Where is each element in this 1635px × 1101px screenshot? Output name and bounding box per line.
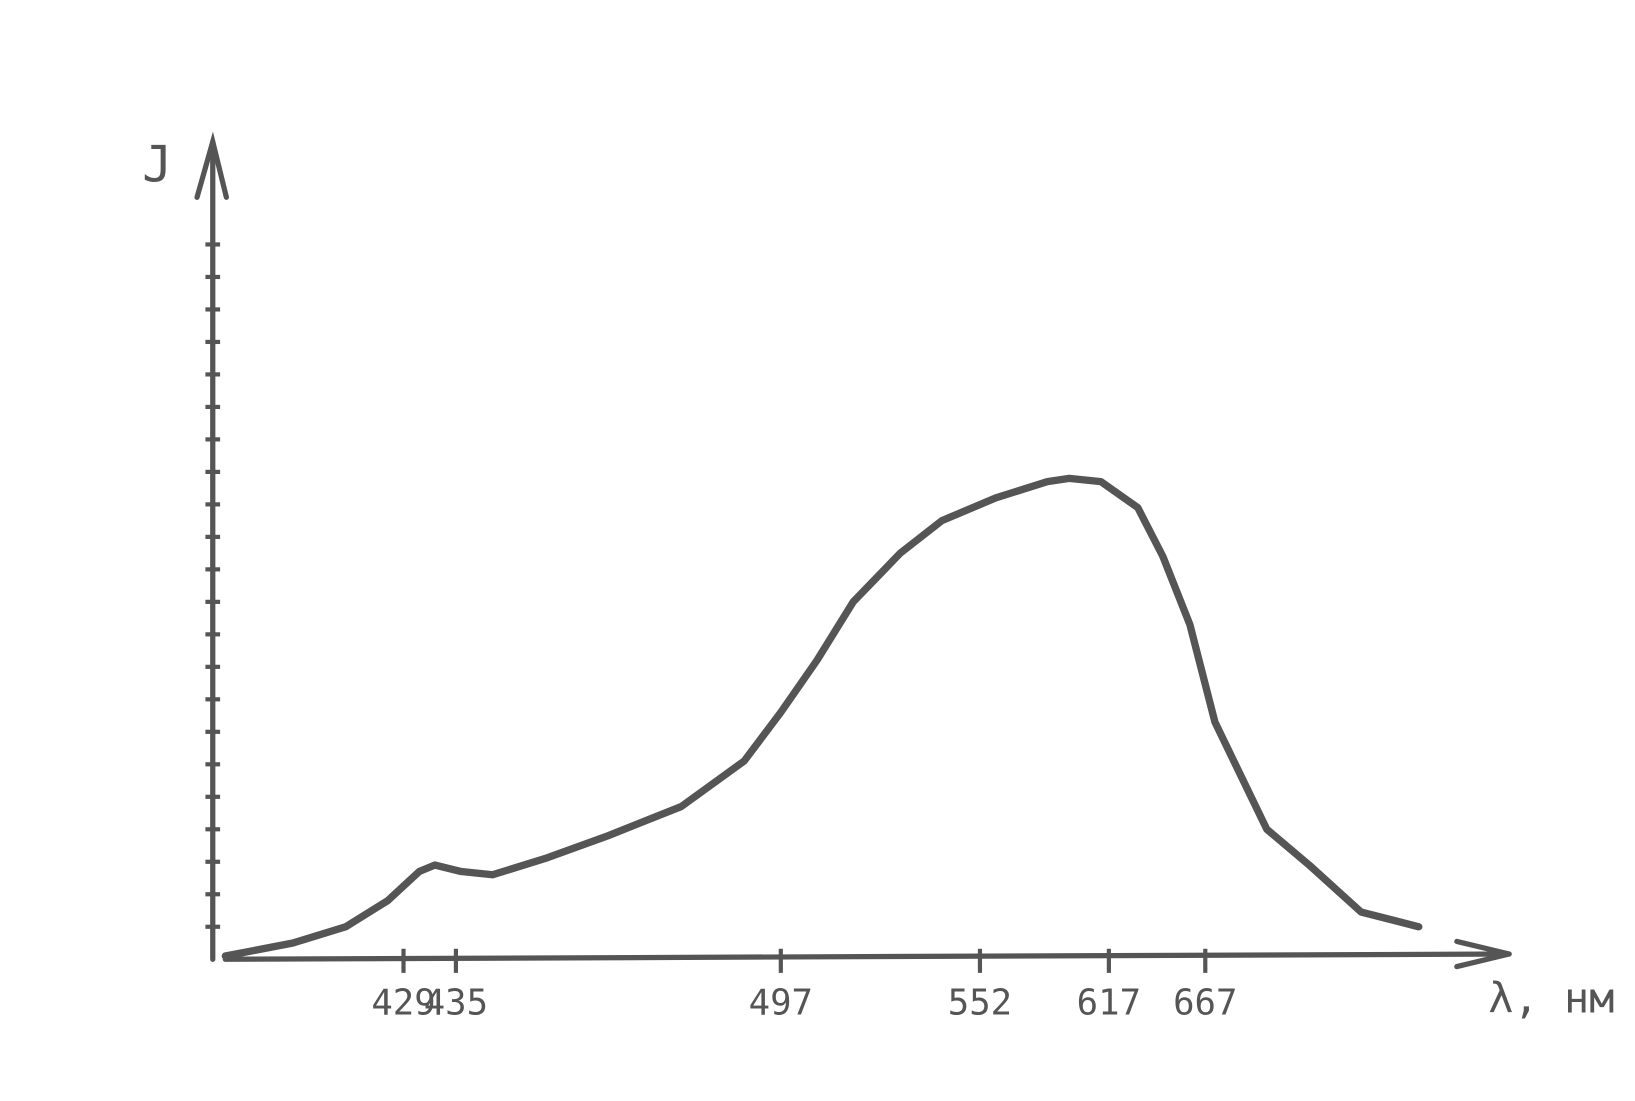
x-tick-label: 667 [1173, 982, 1237, 1023]
x-arrow [1454, 938, 1510, 970]
y-arrow [194, 131, 230, 200]
y-axis-label: J [142, 134, 172, 193]
x-axis [222, 951, 1512, 962]
spectrum-line [221, 474, 1423, 960]
x-tick-label: 497 [749, 982, 813, 1023]
x-tick-label: 552 [948, 982, 1012, 1023]
x-tick-label: 429 [371, 982, 435, 1023]
x-axis-label: λ, нм [1488, 974, 1614, 1023]
x-tick-label: 435 [424, 982, 488, 1023]
x-tick-label: 617 [1077, 982, 1141, 1023]
